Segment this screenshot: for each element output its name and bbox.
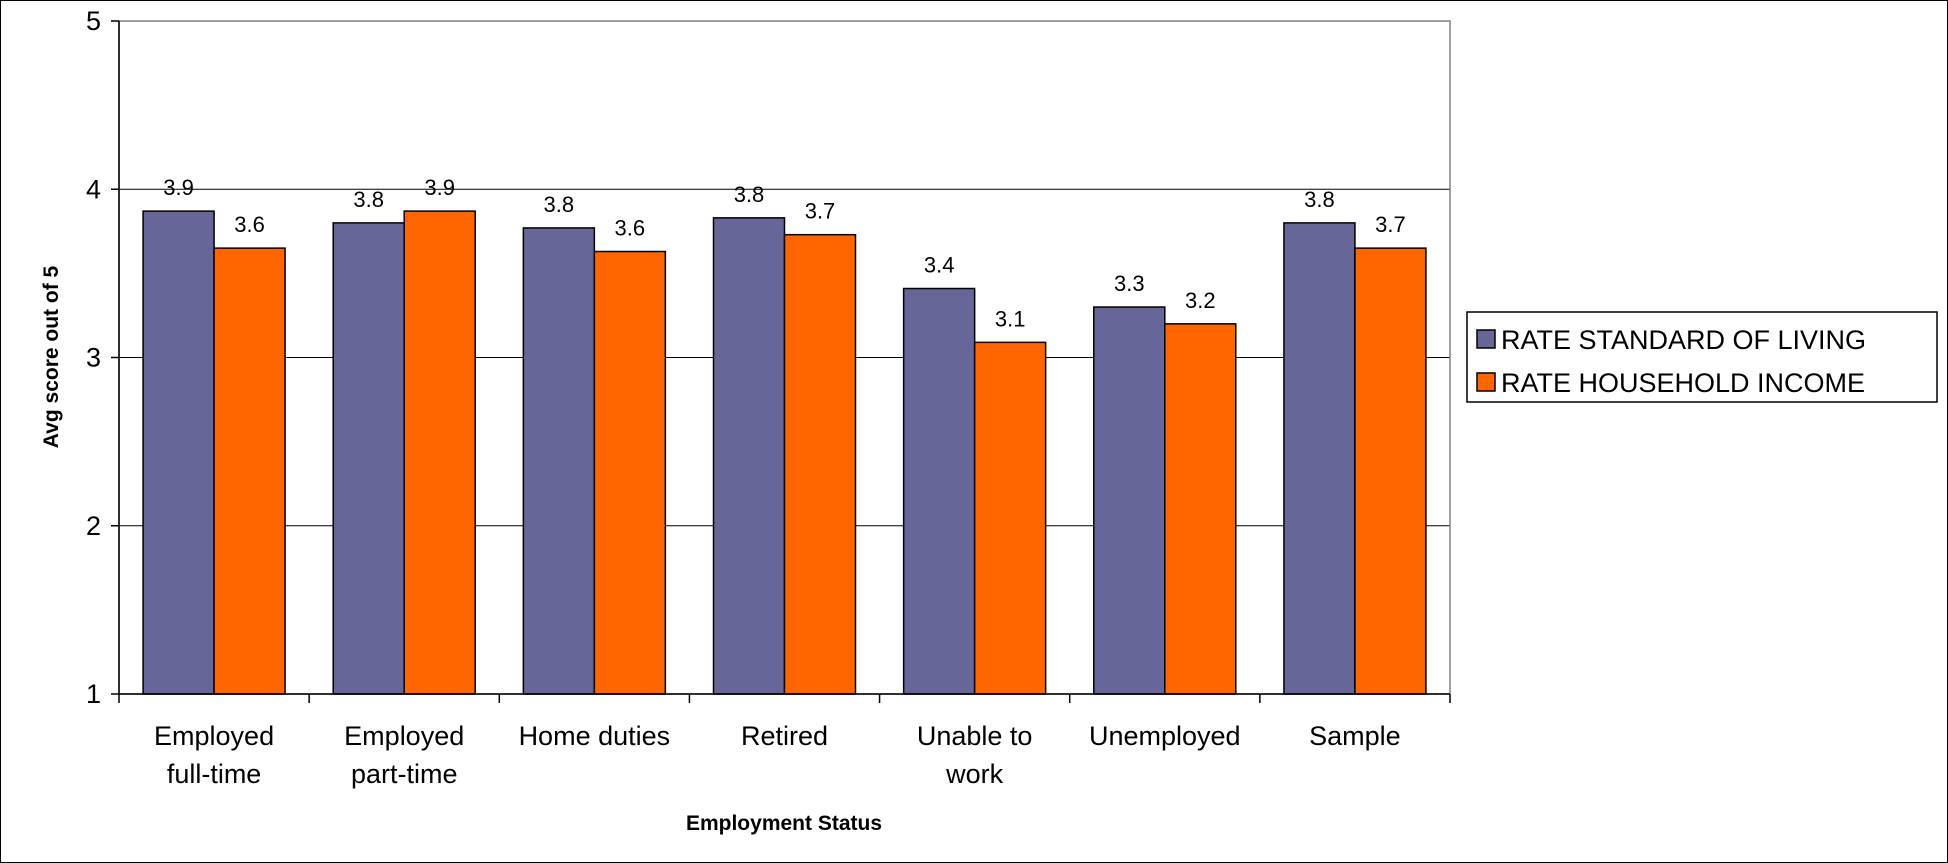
- legend-box: [1466, 311, 1938, 403]
- data-labels: 3.9 3.8 3.8 3.8 3.4 3.3 3.8 3.6 3.9 3.6 3.7 3.1 3.2 3…: [163, 175, 1405, 331]
- y-tick-label: 3: [86, 343, 101, 373]
- data-label: 3.3: [1114, 271, 1145, 296]
- x-tick-label: Unable to work: [917, 721, 1033, 789]
- x-tick-label: Employed full-time: [154, 721, 274, 789]
- bar: [142, 210, 215, 695]
- bar: [522, 227, 596, 695]
- bar: [902, 287, 976, 695]
- y-tick-label: 2: [86, 511, 101, 541]
- data-label: 3.8: [544, 192, 575, 217]
- data-label: 3.8: [1304, 187, 1335, 212]
- x-tick-label: Unemployed: [1089, 721, 1241, 751]
- data-label: 3.9: [424, 175, 455, 200]
- x-tick-label: Home duties: [519, 721, 671, 751]
- x-tick-label: Sample: [1309, 721, 1401, 751]
- bar: [593, 250, 667, 695]
- y-tick-label: 4: [86, 174, 101, 204]
- x-axis-title: Employment Status: [686, 812, 882, 835]
- legend-swatch: [1476, 372, 1496, 392]
- data-label: 3.9: [163, 175, 194, 200]
- x-tick-label: Employed part-time: [344, 721, 464, 789]
- y-tick-label: 1: [86, 679, 101, 709]
- bar: [1093, 306, 1166, 695]
- legend: RATE STANDARD OF LIVING RATE HOUSEHOLD IN…: [1466, 311, 1938, 403]
- bar: [213, 247, 286, 695]
- bar: [403, 210, 476, 695]
- y-axis-title: Avg score out of 5: [40, 265, 63, 448]
- data-label: 3.2: [1185, 288, 1216, 313]
- data-label: 3.6: [234, 212, 265, 237]
- bar: [1164, 323, 1237, 695]
- legend-label: RATE STANDARD OF LIVING: [1501, 325, 1866, 355]
- bar: [1354, 247, 1427, 695]
- data-label: 3.4: [924, 253, 955, 278]
- data-label: 3.1: [995, 306, 1026, 331]
- bar: [973, 341, 1047, 695]
- bar: [1283, 222, 1356, 695]
- data-label: 3.6: [615, 216, 646, 241]
- bar: [783, 233, 857, 695]
- data-label: 3.7: [805, 199, 836, 224]
- x-tick-label: Retired: [741, 721, 828, 751]
- data-label: 3.8: [734, 182, 765, 207]
- legend-label: RATE HOUSEHOLD INCOME: [1501, 368, 1865, 398]
- x-axis: Employed full-time Employed part-time Home d…: [118, 693, 1451, 789]
- data-label: 3.7: [1375, 212, 1406, 237]
- y-tick-label: 5: [86, 6, 101, 36]
- bars: [142, 210, 1427, 695]
- legend-swatch: [1476, 329, 1496, 349]
- y-axis: 1 2 3 4 5: [86, 6, 120, 709]
- data-label: 3.8: [353, 187, 384, 212]
- bar: [332, 222, 405, 695]
- bar: [712, 217, 786, 695]
